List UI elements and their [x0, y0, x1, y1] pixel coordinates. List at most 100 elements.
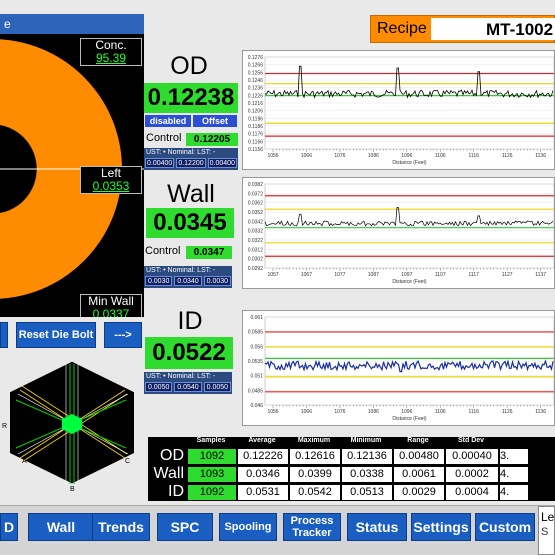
x-tick-label: 1096: [401, 153, 412, 159]
y-tick-label: 0.1166: [248, 139, 263, 145]
conc-readout: Conc. 95.39: [80, 38, 142, 66]
stats-row-label: ID: [168, 483, 184, 500]
stats-header-average: Average: [248, 437, 276, 444]
left-readout: Left 0.0353: [80, 166, 142, 194]
y-tick-label: 0.0585: [248, 330, 264, 336]
stats-stddev: 0.00040: [446, 448, 498, 464]
x-tick-label: 1137: [535, 272, 546, 278]
stats-minimum: 0.0513: [342, 484, 392, 500]
left-value: 0.0353: [92, 179, 130, 193]
y-tick-label: 0.1196: [248, 116, 263, 122]
y-tick-label: 0.0322: [248, 238, 264, 244]
wall-control-label: Control: [145, 245, 181, 257]
wall-ust: 0.0030: [145, 276, 173, 286]
y-tick-label: 0.0332: [248, 229, 264, 235]
disabled-button[interactable]: disabled: [145, 115, 191, 127]
nav-status-button[interactable]: Status: [347, 513, 407, 541]
stats-extra: 3.: [500, 448, 528, 464]
id-trend-chart: 0.061 0.0585 0.056 0.0535 0.051 0.0485 0.046 10…: [242, 310, 555, 426]
od-trend-chart: 0.1276 0.1266 0.1256 0.1246 0.1236 0.1226 0.12…: [242, 50, 555, 170]
wall-limits-header: UST: • Nominal: LST: -: [146, 267, 216, 274]
x-tick-label: 1087: [368, 272, 379, 278]
x-axis-label: Distance (Feet): [392, 416, 427, 422]
y-tick-label: 0.0362: [248, 201, 264, 207]
recipe-label: Recipe: [377, 20, 427, 37]
y-tick-label: 0.1176: [248, 132, 263, 138]
x-tick-label: 1086: [368, 153, 379, 159]
die-label-c: C: [125, 458, 130, 465]
stats-range: 0.0029: [394, 484, 444, 500]
nav-spc-button[interactable]: SPC: [157, 513, 213, 541]
id-title: ID: [177, 307, 203, 335]
stats-extra: 4.: [500, 484, 528, 500]
x-axis-label: Distance (Feet): [392, 160, 427, 166]
y-tick-label: 0.1216: [248, 101, 264, 107]
od-ust: 0.00400: [145, 158, 175, 168]
stats-header-range: Range: [407, 437, 429, 444]
stats-minimum: 0.0338: [342, 466, 392, 482]
side-panel-le-label: Le: [541, 510, 555, 524]
x-tick-label: 1056: [267, 409, 278, 415]
stats-row-od: OD 1092 0.12226 0.12616 0.12136 0.00480 …: [148, 447, 555, 465]
minwall-label: Min Wall: [88, 294, 134, 308]
x-tick-label: 1076: [334, 153, 345, 159]
od-control-label: Control: [146, 132, 182, 144]
nav-od-button[interactable]: D: [0, 513, 18, 541]
x-tick-label: 1127: [502, 272, 513, 278]
next-button[interactable]: --->: [104, 322, 142, 348]
od-title: OD: [170, 52, 208, 80]
stats-samples: 1092: [188, 484, 236, 500]
x-tick-label: 1106: [435, 409, 446, 415]
x-tick-label: 1136: [535, 409, 546, 415]
stats-samples: 1092: [188, 448, 236, 464]
minwall-readout: Min Wall 0.0337: [80, 294, 142, 317]
wall-value: 0.0345: [146, 208, 234, 238]
offset-button[interactable]: Offset: [193, 115, 237, 127]
stats-header-samples: Samples: [196, 437, 226, 444]
y-tick-label: 0.1246: [248, 78, 264, 84]
y-tick-label: 0.0292: [248, 266, 264, 272]
x-tick-label: 1066: [301, 153, 312, 159]
y-tick-label: 0.1236: [248, 86, 264, 92]
trend-series-line: [264, 65, 554, 99]
die-label-r: R: [2, 423, 7, 430]
nav-custom-button[interactable]: Custom: [475, 513, 535, 541]
nav-trends-button[interactable]: Trends: [92, 513, 150, 541]
y-tick-label: 0.0352: [248, 210, 264, 216]
stats-maximum: 0.12616: [290, 448, 340, 464]
od-value: 0.12238: [144, 83, 238, 113]
stats-extra: 4.: [500, 466, 528, 482]
stats-header-stddev: Std Dev: [457, 437, 485, 444]
nav-wall-button[interactable]: Wall: [28, 513, 94, 541]
x-tick-label: 1116: [469, 153, 480, 159]
wall-trend-chart: 0.0382 0.0372 0.0362 0.0352 0.0342 0.0332 0.03…: [242, 177, 555, 289]
side-panel-partial: Le S: [538, 506, 555, 555]
stats-average: 0.12226: [238, 448, 288, 464]
prev-partial-button[interactable]: [0, 322, 8, 348]
x-tick-label: 1066: [301, 409, 312, 415]
y-tick-label: 0.1156: [248, 147, 263, 153]
x-tick-label: 1117: [469, 272, 480, 278]
od-limits-header: UST: • Nominal: LST: -: [146, 149, 216, 156]
x-tick-label: 1077: [334, 272, 345, 278]
x-tick-label: 1057: [267, 272, 278, 278]
trend-series-line: [264, 359, 554, 373]
y-tick-label: 0.1276: [248, 55, 264, 61]
reset-die-bolt-button[interactable]: Reset Die Bolt: [16, 322, 96, 348]
stats-header-minimum: Minimum: [350, 437, 382, 444]
wall-nominal: 0.0340: [174, 276, 202, 286]
id-ust: 0.0050: [145, 382, 173, 392]
die-label-b: B: [70, 486, 75, 493]
wall-title: Wall: [167, 180, 215, 208]
nav-settings-button[interactable]: Settings: [411, 513, 471, 541]
y-tick-label: 0.1256: [248, 70, 264, 76]
nav-process-tracker-button[interactable]: Process Tracker: [283, 513, 341, 541]
stats-samples: 1093: [188, 466, 236, 482]
x-tick-label: 1106: [435, 153, 446, 159]
nav-spooling-button[interactable]: Spooling: [219, 513, 277, 541]
stats-maximum: 0.0542: [290, 484, 340, 500]
y-tick-label: 0.061: [250, 315, 263, 321]
od-lst: 0.00400: [207, 158, 237, 168]
y-tick-label: 0.056: [250, 344, 263, 350]
